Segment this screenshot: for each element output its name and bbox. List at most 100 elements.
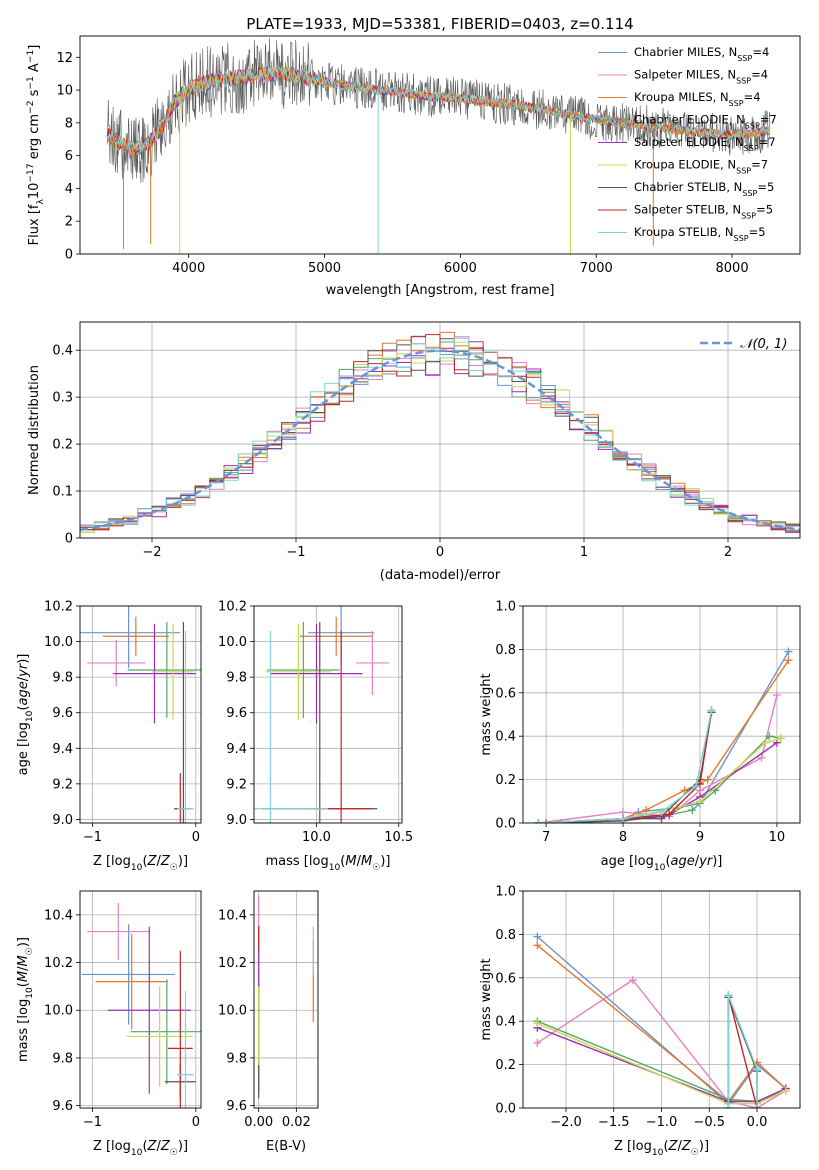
residuals-plot-area	[80, 331, 800, 538]
weight-marker	[784, 656, 793, 665]
x-tick-label: 10	[769, 830, 786, 845]
label-part: M	[16, 955, 31, 966]
y-tick-label: 10.0	[44, 635, 73, 650]
label-part: M	[345, 854, 356, 869]
x-tick-label: 10.0	[302, 830, 331, 845]
label-part: ☉	[691, 1148, 699, 1158]
y-axis-label: age [log10(age/yr)]	[16, 654, 35, 776]
y-tick-label: 9.6	[52, 706, 73, 721]
y-tick-label: 0	[65, 248, 73, 263]
label-part: Flux [	[27, 209, 42, 245]
label-part: )]	[699, 1139, 709, 1154]
label-part: )]	[16, 654, 31, 664]
weight-series	[538, 694, 778, 823]
x-axis-label: wavelength [Angstrom, rest frame]	[326, 283, 555, 298]
label-part: (	[142, 854, 147, 869]
weight-marker	[707, 706, 716, 715]
label-part: −1	[26, 50, 36, 63]
y-tick-label: 0.6	[495, 686, 516, 701]
y-tick-label: 9.0	[226, 813, 247, 828]
y-tick-label: 10.2	[44, 956, 73, 971]
weight-marker	[724, 991, 733, 1000]
label-part: Chabrier STELIB, N	[634, 180, 742, 194]
histogram-series	[80, 337, 800, 538]
label-part: Z [log	[614, 1139, 652, 1154]
label-part: /	[16, 966, 31, 971]
weight-marker	[772, 690, 781, 699]
y-tick-label: 10.0	[218, 1004, 247, 1019]
plot-layer: 4000 5000 6000 7000 8000024681012wavelength …	[16, 35, 801, 1158]
label-part: −2	[26, 101, 36, 114]
y-tick-label: 9.8	[52, 671, 73, 686]
gaussian-legend-label: 𝒩(0, 1)	[740, 337, 787, 352]
weight-marker	[692, 782, 701, 791]
weight-series	[536, 936, 787, 1105]
x-tick-label: 0.0	[747, 1115, 768, 1130]
axes-frame	[79, 321, 801, 539]
weight-marker	[703, 775, 712, 784]
label-part: SSP	[741, 211, 756, 220]
legend-label: Salpeter STELIB, NSSP=5	[634, 203, 773, 221]
x-tick-label: 9	[696, 830, 704, 845]
y-tick-label: 0.3	[52, 391, 73, 406]
x-tick-label: −1.0	[646, 1115, 678, 1130]
label-part: =7	[751, 158, 768, 172]
axes-frame	[253, 890, 319, 1109]
legend-label: Kroupa ELODIE, NSSP=7	[634, 158, 768, 176]
y-tick-label: 0	[65, 532, 73, 547]
label-part: /	[357, 854, 362, 869]
axes-frame	[79, 890, 202, 1109]
weight-marker	[657, 808, 666, 817]
label-part: )]	[178, 854, 188, 869]
x-tick-label: 4000	[172, 261, 205, 276]
weight-marker	[642, 805, 651, 814]
weight-series	[537, 1020, 786, 1103]
label-part: /	[677, 1139, 682, 1154]
label-part: =4	[751, 68, 768, 82]
y-tick-label: 10.4	[44, 908, 73, 923]
label-part: age	[16, 681, 31, 705]
spectrum-line	[106, 37, 771, 184]
x-tick-label: −2.0	[550, 1115, 582, 1130]
y-axis-label: mass [log10(M/M☉)]	[16, 937, 35, 1062]
label-part: Kroupa ELODIE, N	[634, 158, 736, 172]
label-part: age [log	[16, 722, 31, 775]
axes-frame	[253, 605, 403, 824]
legend-label: Kroupa STELIB, NSSP=5	[634, 225, 766, 243]
axes-frame	[79, 605, 202, 824]
weight-marker	[765, 732, 774, 741]
y-axis-label: Flux [fλ10−17 erg cm−2 s−1 A−1]	[26, 45, 46, 246]
label-part: −1	[26, 76, 36, 89]
label-part: Salpeter ELODIE, N	[634, 135, 744, 149]
z-age-axes: −1 09.09.29.49.69.810.010.2Z [log10(Z/Z☉)…	[16, 600, 202, 873]
y-tick-label: 0.4	[52, 344, 73, 359]
y-tick-label: 9.6	[52, 1099, 73, 1114]
y-tick-label: 9.2	[226, 777, 247, 792]
label-part: )]	[380, 854, 390, 869]
label-part: =5	[749, 225, 766, 239]
legend-label: Chabrier ELODIE, NSSP=7	[634, 113, 777, 131]
weight-marker	[776, 734, 785, 743]
axes-frame	[522, 890, 801, 1109]
label-part: /	[16, 676, 31, 681]
y-tick-label: 9.6	[226, 706, 247, 721]
label-part: )]	[712, 854, 722, 869]
weight-marker	[753, 1104, 762, 1108]
x-tick-label: 8000	[716, 261, 749, 276]
ebv-mass-plot-area	[258, 895, 314, 1099]
label-part: Normed distribution	[27, 365, 42, 495]
label-part: age	[671, 854, 695, 869]
weight-series	[537, 1027, 786, 1103]
y-tick-label: 0.0	[495, 1102, 516, 1117]
y-tick-label: 10.0	[44, 1004, 73, 1019]
weight-marker	[628, 975, 637, 984]
label-part: ]	[27, 45, 42, 50]
weight-marker	[533, 1019, 542, 1028]
y-tick-label: 10.2	[218, 600, 247, 615]
legend-label: Kroupa MILES, NSSP=4	[634, 90, 761, 108]
label-part: (	[340, 854, 345, 869]
x-axis-label: (data-model)/error	[380, 568, 501, 583]
y-tick-label: 4	[65, 182, 73, 197]
